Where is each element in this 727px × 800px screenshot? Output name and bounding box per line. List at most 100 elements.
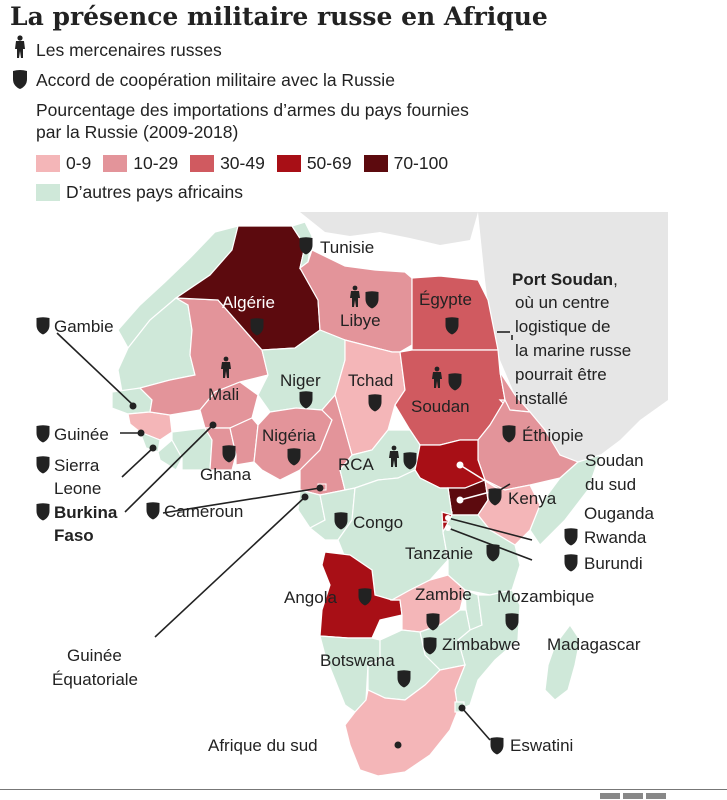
leader-soudan-sud-inner: [459, 464, 501, 491]
label-zimbabwe: Zimbabwe: [442, 635, 520, 654]
label-congo: Congo: [353, 513, 403, 532]
shield-icon: [36, 503, 50, 521]
legend-bin: 10-29: [103, 153, 178, 174]
label-guinee-eq-2: Équatoriale: [52, 670, 138, 689]
legend-other: D’autres pays africains: [36, 182, 243, 203]
dot-rwanda: [445, 515, 451, 521]
leader-eswatini: [461, 707, 491, 741]
label-burkina-2: Faso: [54, 526, 94, 545]
legend-mercenaries-label: Les mercenaires russes: [36, 40, 222, 60]
port-soudan-annotation: Port Soudan, où un centre logistique de …: [497, 270, 631, 408]
mercenary-soldier-icon: [15, 35, 25, 58]
label-cameroun: Cameroun: [164, 502, 243, 521]
leader-sierra: [121, 447, 154, 478]
shield-icon: [564, 554, 578, 572]
dot-guinee-eq: [301, 493, 309, 501]
leader-cameroun: [162, 487, 321, 514]
legend-cooperation-label: Accord de coopération militaire avec la …: [36, 70, 395, 90]
label-algerie: Algérie: [222, 293, 275, 312]
legend-bin: 50-69: [276, 152, 352, 174]
port-soudan-line2: où un centre: [515, 293, 610, 312]
leader-kenya-inner: [459, 491, 491, 501]
legend-other-label: D’autres pays africains: [66, 182, 244, 202]
legend-swatch: [103, 154, 128, 172]
legend-swatch: [276, 154, 301, 172]
label-ethiopie: Éthiopie: [522, 426, 583, 445]
label-gambie: Gambie: [54, 317, 114, 336]
country-madagascar: [544, 623, 581, 701]
bbc-logo-block: [646, 793, 666, 799]
country-namibie: [319, 635, 381, 713]
legend-swatch: [36, 184, 60, 201]
legend-bin: 70-100: [363, 152, 449, 174]
legend-bin-label: 50-69: [306, 152, 352, 173]
leader-burkina: [124, 424, 214, 513]
label-tchad: Tchad: [348, 371, 393, 390]
legend-swatch: [363, 154, 388, 172]
shield-icon: [490, 737, 504, 755]
legend-bin: 30-49: [190, 153, 265, 174]
label-afrique-du-sud: Afrique du sud: [208, 736, 318, 755]
legend-swatch: [190, 154, 215, 172]
label-burkina-1: Burkina: [54, 503, 118, 522]
leader-dots: [129, 402, 496, 749]
shield-icon: [36, 425, 50, 443]
bbc-logo: [600, 793, 666, 799]
shield-icon: [564, 528, 578, 546]
label-sierra-2: Leone: [54, 479, 101, 498]
port-soudan-line6: installé: [515, 389, 568, 408]
leader-gambie: [56, 332, 134, 406]
legend-bin-label: 30-49: [220, 152, 265, 173]
label-tunisie: Tunisie: [320, 238, 374, 257]
label-nigeria: Nigéria: [262, 426, 316, 445]
legend-bins: 0-9 10-29 30-49 50-69 70-100: [36, 152, 460, 174]
leader-soudan-sud: [499, 483, 511, 491]
shield-icon: [13, 70, 27, 89]
dot-burundi: [445, 525, 451, 531]
bbc-logo-block: [600, 793, 620, 799]
leader-rwanda: [447, 517, 533, 541]
label-botswana: Botswana: [320, 651, 395, 670]
label-libye: Libye: [340, 311, 381, 330]
label-guinee: Guinée: [54, 425, 109, 444]
label-mozambique: Mozambique: [497, 587, 594, 606]
legend-bin: 0-9: [36, 153, 91, 174]
dot-afrique-sud: [394, 741, 402, 749]
leader-lines: [56, 332, 533, 741]
dot-sierra: [149, 444, 157, 452]
label-tanzanie: Tanzanie: [405, 544, 473, 563]
label-mali: Mali: [208, 385, 239, 404]
leader-guinee-eq: [154, 496, 306, 638]
bbc-logo-block: [623, 793, 643, 799]
label-kenya: Kenya: [508, 489, 557, 508]
label-soudan: Soudan: [411, 397, 470, 416]
legend-bin-label: 10-29: [133, 152, 179, 173]
europe-landmass: [300, 212, 478, 245]
label-ouganda: Ouganda: [584, 504, 654, 523]
dot-burkina: [209, 421, 217, 429]
legend-swatch: [36, 154, 60, 172]
label-niger: Niger: [280, 371, 321, 390]
label-sierra-1: Sierra: [54, 456, 100, 475]
label-guinee-eq-1: Guinée: [67, 646, 122, 665]
shield-icon: [36, 456, 50, 474]
legend-bin-label: 0-9: [66, 152, 92, 173]
leader-burundi: [447, 527, 533, 561]
country-somalie: [529, 454, 601, 546]
leader-lines-white: [459, 464, 501, 501]
port-soudan-line3: logistique de: [515, 317, 610, 336]
legend-bin-label: 70-100: [393, 152, 449, 173]
label-ghana: Ghana: [200, 465, 252, 484]
label-angola: Angola: [284, 588, 337, 607]
dot-eswatini: [458, 704, 466, 712]
label-zambie: Zambie: [415, 585, 472, 604]
port-soudan-name: Port Soudan: [512, 270, 613, 289]
shield-icon: [36, 317, 50, 335]
dot-guinee: [137, 429, 145, 437]
bottom-rule: [0, 789, 727, 790]
legend-imports-line2: par la Russie (2009-2018): [36, 122, 239, 142]
label-rwanda: Rwanda: [584, 528, 647, 547]
label-madagascar: Madagascar: [547, 635, 641, 654]
dot-gambie: [129, 402, 137, 410]
